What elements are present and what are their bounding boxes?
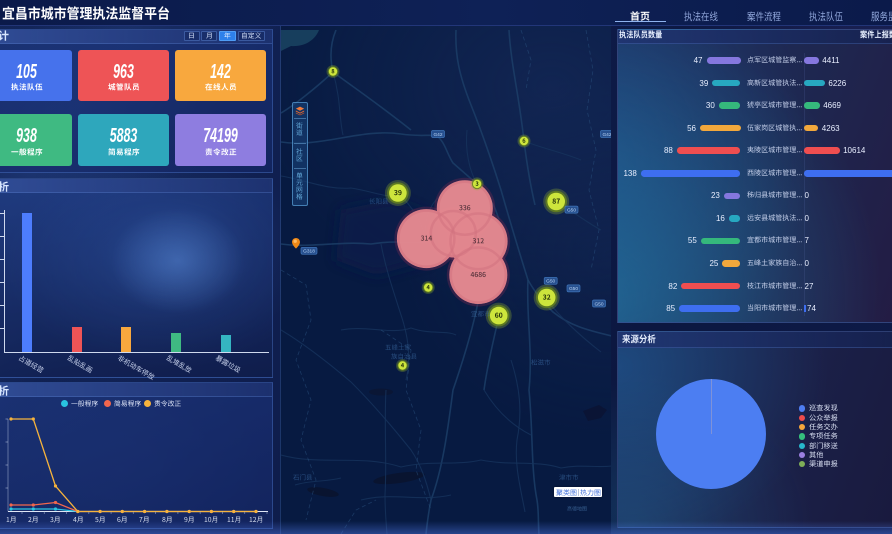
- svg-text:G42: G42: [433, 132, 442, 138]
- svg-text:G50: G50: [594, 301, 603, 307]
- svg-text:G50: G50: [546, 279, 555, 285]
- svg-text:G318: G318: [303, 249, 315, 255]
- svg-text:G50: G50: [568, 286, 577, 292]
- svg-text:G42: G42: [602, 132, 611, 138]
- svg-text:G50: G50: [566, 207, 575, 213]
